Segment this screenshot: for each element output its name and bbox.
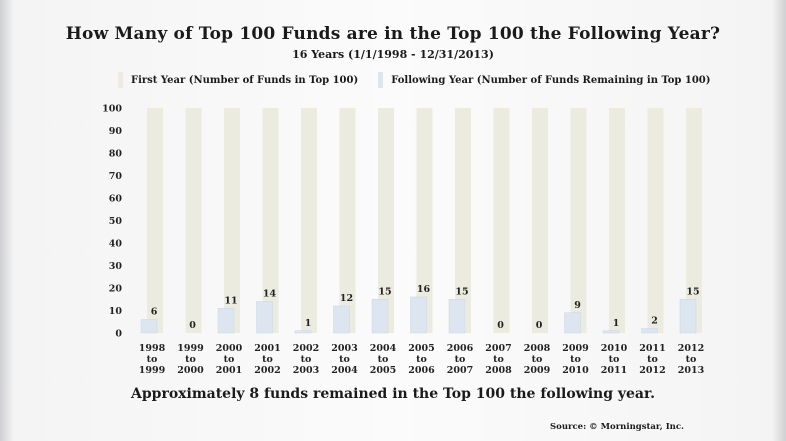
y-tick-label: 80 (109, 149, 123, 160)
y-tick-label: 60 (109, 194, 123, 205)
bar-first-year (147, 108, 163, 333)
source-note: Source: © Morningstar, Inc. (550, 422, 684, 432)
bar-first-year (686, 108, 702, 333)
bar-first-year (416, 108, 433, 333)
y-tick-label: 0 (115, 329, 122, 340)
data-label: 11 (224, 295, 237, 306)
chart-subtitle: 16 Years (1/1/1998 - 12/31/2013) (292, 48, 494, 61)
legend: First Year (Number of Funds in Top 100) … (118, 70, 731, 90)
y-tick-label: 50 (109, 216, 123, 227)
data-label: 9 (574, 300, 581, 311)
x-tick-label: 2006 to 2007 (447, 343, 474, 376)
data-label: 15 (378, 286, 391, 297)
data-label: 6 (151, 307, 158, 318)
y-tick-label: 100 (102, 104, 122, 115)
x-tick-label: 2005 to 2006 (408, 343, 435, 376)
bar-following-year (294, 330, 312, 334)
data-label: 16 (417, 284, 431, 295)
data-label: 2 (651, 316, 658, 327)
y-tick-label: 90 (109, 126, 123, 137)
bar-first-year (493, 108, 510, 333)
bar-following-year (679, 299, 697, 334)
bar-first-year (224, 108, 240, 333)
bar-following-year (641, 328, 658, 334)
bar-following-year (410, 296, 427, 334)
bar-first-year (609, 108, 625, 333)
bar-first-year (262, 108, 279, 333)
bar-first-year (455, 108, 471, 333)
legend-swatch-following-year (378, 72, 384, 88)
legend-label-following-year: Following Year (Number of Funds Remainin… (391, 74, 711, 86)
data-label: 15 (686, 286, 699, 297)
x-tick-label: 2012 to 2013 (678, 343, 704, 376)
x-tick-label: 2008 to 2009 (524, 343, 551, 376)
bar-first-year (532, 108, 548, 333)
summary-text: Approximately 8 funds remained in the To… (131, 386, 655, 402)
data-label: 0 (189, 320, 196, 331)
data-label: 0 (536, 320, 543, 331)
x-tick-label: 2009 to 2010 (562, 343, 589, 376)
chart-title: How Many of Top 100 Funds are in the Top… (65, 24, 721, 44)
y-tick-label: 40 (109, 239, 123, 250)
x-tick-label: 2007 to 2008 (485, 343, 512, 376)
bar-following-year (602, 330, 620, 334)
bar-first-year (647, 108, 664, 333)
bar-following-year (256, 301, 273, 334)
x-tick-label: 2011 to 2012 (639, 343, 665, 376)
legend-label-first-year: First Year (Number of Funds in Top 100) (131, 74, 359, 86)
x-tick-label: 1998 to 1999 (139, 343, 166, 376)
data-label: 15 (455, 286, 468, 297)
x-tick-label: 2002 to 2003 (293, 343, 319, 376)
legend-item-following-year: Following Year (Number of Funds Remainin… (378, 72, 711, 88)
legend-item-first-year: First Year (Number of Funds in Top 100) (118, 72, 358, 88)
y-tick-label: 30 (109, 261, 123, 272)
x-tick-label: 2010 to 2011 (601, 343, 628, 376)
bar-first-year (570, 108, 587, 333)
x-tick-label: 2004 to 2005 (370, 343, 397, 376)
bar-first-year (339, 108, 356, 333)
bar-first-year (185, 108, 202, 333)
bar-following-year (448, 299, 466, 334)
data-label: 14 (263, 289, 277, 300)
legend-swatch-first-year (118, 72, 123, 88)
bar-following-year (140, 319, 158, 334)
y-tick-label: 70 (109, 171, 123, 182)
x-tick-label: 2000 to 2001 (216, 343, 243, 376)
y-tick-label: 10 (109, 306, 123, 317)
data-label: 1 (613, 318, 620, 329)
bar-first-year (378, 108, 394, 333)
x-tick-label: 2003 to 2004 (331, 343, 358, 376)
bar-following-year (564, 312, 581, 334)
bar-following-year (333, 305, 350, 334)
bar-following-year (217, 308, 235, 334)
data-label: 0 (497, 320, 504, 331)
y-tick-label: 20 (109, 284, 123, 295)
x-tick-label: 2001 to 2002 (254, 343, 280, 376)
data-label: 1 (305, 318, 312, 329)
x-tick-label: 1999 to 2000 (177, 343, 204, 376)
bar-following-year (371, 299, 389, 334)
bar-first-year (301, 108, 317, 333)
data-label: 12 (340, 293, 353, 304)
